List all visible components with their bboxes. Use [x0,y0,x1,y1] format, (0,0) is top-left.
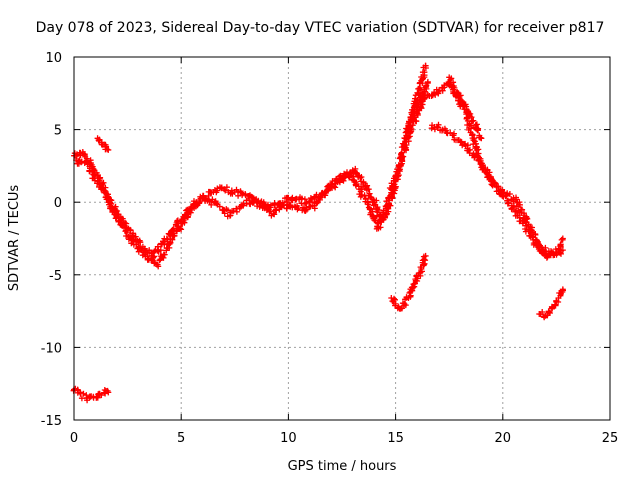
series-segment [356,185,373,212]
series-segment [169,215,187,234]
series-segment [211,184,225,196]
series-segment [155,253,167,270]
series-segment [325,177,339,191]
series-segment [412,268,425,284]
y-tick-label: -10 [41,341,62,356]
series-segment [351,165,365,185]
chart-title: Day 078 of 2023, Sidereal Day-to-day VTE… [35,20,605,36]
series-short-arc-2 [70,385,112,404]
series-segment [526,226,541,248]
x-tick-label: 15 [387,431,404,446]
series-segment [406,280,418,300]
x-tick-label: 20 [495,431,512,446]
tick-layer: 0 5 10 15 20 25 -15 -10 -5 0 5 10 [41,51,619,446]
x-tick-label: 25 [602,431,619,446]
series-segment [107,200,122,218]
series-segment [413,92,431,108]
series-segment [401,123,415,154]
series-segment [265,200,278,211]
series-segment [261,202,275,219]
series-segment [150,240,165,260]
series-segment [128,236,141,252]
series-segment [471,152,489,175]
series-segment [553,247,565,258]
data-point [216,203,223,210]
y-tick-label: 0 [54,196,62,211]
series-segment [77,149,89,160]
series-main-arc-1 [71,62,429,270]
series-late-arc-3 [446,74,485,142]
series-segment [96,387,109,399]
data-point [478,135,485,142]
series-segment [283,201,296,212]
series-main-arc-2 [73,78,431,261]
series-short-arc-3 [388,252,429,312]
data-point [422,252,429,259]
data-layer [70,62,566,404]
data-point [302,207,309,214]
series-short-arc-4 [536,286,566,321]
data-point [559,286,566,293]
data-point [105,146,112,153]
series-segment [346,172,362,190]
series-segment [451,130,466,149]
data-point [525,228,532,235]
x-axis-label: GPS time / hours [288,459,397,474]
series-segment [455,90,469,110]
series-segment [417,253,429,271]
data-point [424,80,431,87]
y-axis-label: SDTVAR / TECUs [7,185,22,292]
series-segment [132,237,146,254]
series-segment [222,184,236,197]
series-segment [392,145,409,180]
y-tick-label: -5 [49,269,62,284]
series-segment [548,297,562,312]
series-segment [428,121,445,134]
y-tick-label: 10 [45,51,62,66]
x-tick-label: 5 [177,431,185,446]
series-segment [204,196,221,208]
x-tick-label: 0 [70,431,78,446]
series-segment [389,295,398,305]
plot-frame [73,56,611,421]
series-segment [74,157,85,167]
series-segment [125,225,139,241]
x-tick-label: 10 [280,431,297,446]
series-segment [98,186,115,204]
data-point [388,295,395,302]
data-point [559,247,566,254]
data-point [422,62,429,69]
series-segment [484,166,498,189]
series-segment [181,200,197,222]
series-short-arc-1 [94,135,112,153]
series-segment [374,203,390,231]
series-segment [297,194,312,207]
series-afternoon-arc-2 [428,121,566,261]
data-point [105,389,112,396]
series-segment [493,184,511,204]
y-tick-label: -15 [41,414,62,429]
y-tick-label: 5 [54,124,62,139]
data-point [559,235,566,242]
series-segment [468,118,484,141]
